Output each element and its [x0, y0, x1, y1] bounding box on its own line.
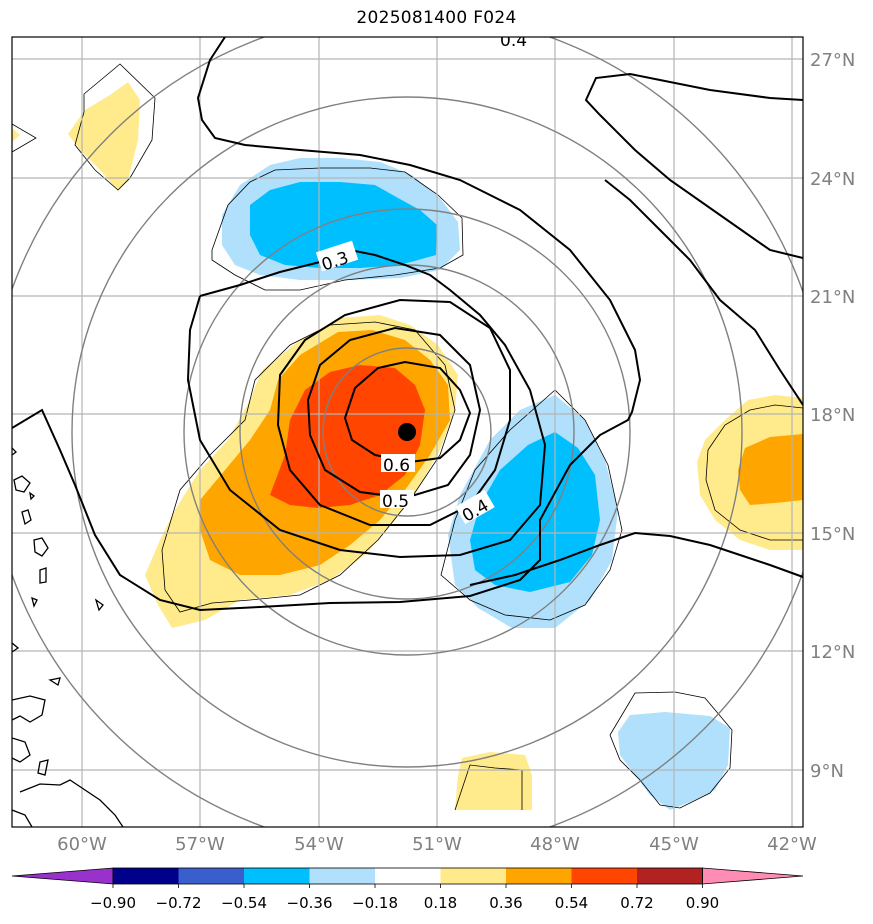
coast-2: [13, 475, 31, 493]
contour-label-top: 0.4: [500, 31, 527, 51]
colorbar-tick-8: 0.54: [555, 894, 588, 912]
colorbar-seg-9: [637, 868, 703, 884]
colorbar-tick-3: −0.54: [221, 894, 267, 912]
colorbar-tick-10: 0.90: [686, 894, 719, 912]
lat-label-9n: 9°N: [810, 761, 844, 782]
range-ring-1: [322, 347, 492, 517]
coast-14: [19, 779, 124, 827]
coast-11: [12, 695, 46, 723]
shade-blue-north: [250, 182, 437, 268]
shade-yellow-south: [455, 752, 532, 810]
colorbar-seg-3: [244, 868, 310, 884]
coast-13: [37, 759, 49, 776]
colorbar-tick-9: 0.72: [620, 894, 653, 912]
lat-label-12n: 12°N: [810, 642, 855, 663]
shade-yellow-edge-w: [12, 128, 20, 142]
colorbar-seg-8: [571, 868, 637, 884]
colorbar-seg-2: [178, 868, 244, 884]
lon-labels: 60°W 57°W 54°W 51°W 48°W 45°W 42°W: [57, 834, 817, 855]
coast-8: [94, 598, 104, 612]
colorbar-tick-1: −0.90: [90, 894, 136, 912]
coast-12: [12, 737, 31, 763]
coast-7: [31, 596, 38, 608]
colorbar-tick-7: 0.36: [489, 894, 522, 912]
outline-south-blue: [609, 691, 733, 809]
coastlines: [12, 447, 124, 827]
lon-label-48w: 48°W: [530, 834, 580, 855]
lat-label-15n: 15°N: [810, 524, 855, 545]
outline-edge-w: [12, 123, 37, 153]
outline-se: [440, 389, 623, 621]
coast-9: [12, 642, 20, 653]
coast-4: [21, 509, 32, 526]
colorbar-seg-7: [506, 868, 572, 884]
contour-label-05: 0.5: [382, 492, 409, 512]
colorbar-seg-6: [440, 868, 506, 884]
range-ring-3: [183, 208, 631, 656]
outline-south-yellow: [454, 764, 523, 811]
shade-orange-east: [738, 434, 803, 505]
lon-label-54w: 54°W: [294, 834, 344, 855]
coast-10: [48, 677, 61, 687]
colorbar-tick-4: −0.36: [287, 894, 333, 912]
colorbar-tick-2: −0.72: [156, 894, 202, 912]
range-ring-4: [71, 96, 743, 768]
contour-label-06: 0.6: [383, 456, 410, 476]
lat-label-18n: 18°N: [810, 405, 855, 426]
colorbar-extend-right: [702, 867, 804, 885]
contour-ne-2: [604, 179, 803, 406]
contour-06: [343, 360, 472, 464]
colorbar-frame: [112, 867, 703, 885]
lon-label-42w: 42°W: [767, 834, 817, 855]
lon-label-51w: 51°W: [412, 834, 462, 855]
lat-labels: 27°N 24°N 21°N 18°N 15°N 12°N 9°N: [810, 50, 855, 782]
lon-label-57w: 57°W: [175, 834, 225, 855]
contour-east: [469, 531, 803, 586]
coast-15: [12, 809, 33, 827]
outline-nw: [74, 63, 156, 191]
coast-5: [33, 537, 49, 557]
lat-label-21n: 21°N: [810, 287, 855, 308]
lon-label-60w: 60°W: [57, 834, 107, 855]
colorbar: −0.90 −0.72 −0.54 −0.36 −0.18 0.18 0.36 …: [11, 867, 804, 912]
coast-1: [12, 447, 17, 456]
lat-label-24n: 24°N: [810, 169, 855, 190]
outline-north: [211, 167, 464, 291]
lat-label-27n: 27°N: [810, 50, 855, 71]
lon-label-45w: 45°W: [649, 834, 699, 855]
coast-6: [39, 567, 47, 584]
colorbar-seg-1: [113, 868, 179, 884]
contour-05: [306, 326, 482, 500]
colorbar-tick-6: 0.18: [424, 894, 457, 912]
map-title: 2025081400 F024: [356, 8, 517, 28]
contour-ne: [584, 72, 803, 259]
colorbar-extend-left: [11, 867, 114, 885]
colorbar-tick-5: −0.18: [352, 894, 398, 912]
outline-center: [161, 321, 456, 613]
coast-3: [29, 491, 35, 501]
contour-04: [276, 298, 511, 526]
shade-yellow-nw: [68, 82, 140, 191]
contour-outer: [12, 37, 642, 612]
contour-lines: [12, 37, 803, 612]
colorbar-seg-5: [375, 868, 441, 884]
map-content: 0.4 0.3 0.4 0.5 0.6: [12, 31, 803, 827]
map-frame: [11, 36, 804, 828]
storm-center-marker: [398, 423, 416, 441]
colorbar-seg-4: [309, 868, 375, 884]
